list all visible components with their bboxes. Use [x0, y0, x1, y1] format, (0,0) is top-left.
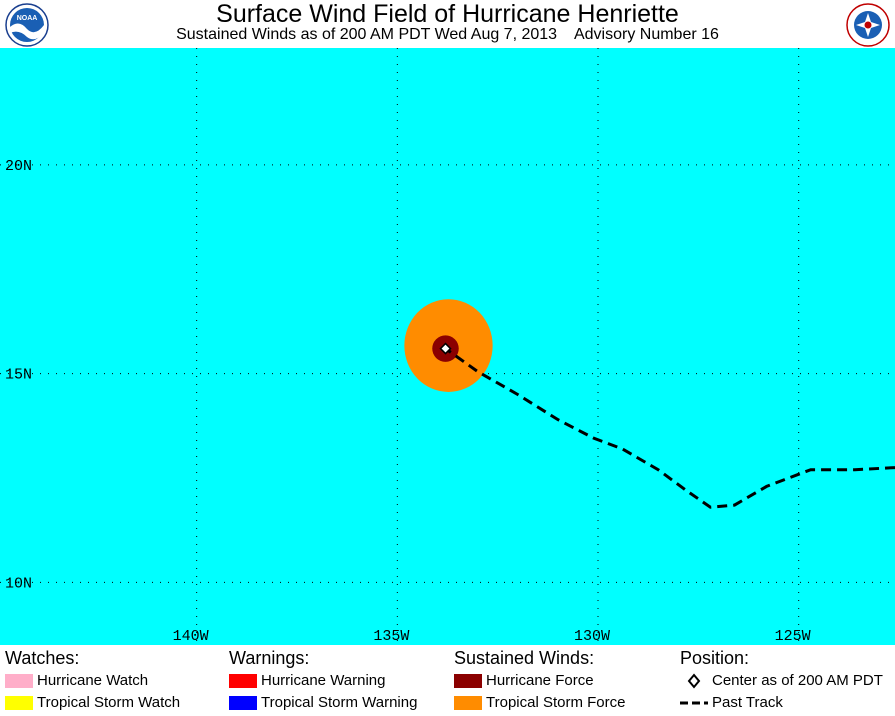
legend-position: Position: Center as of 200 AM PDT Past T…	[680, 648, 883, 714]
tropical-storm-force-swatch	[454, 696, 482, 710]
legend-item-tropical-storm-warning: Tropical Storm Warning	[229, 692, 417, 714]
legend-item-label: Hurricane Force	[486, 672, 594, 689]
hurricane-force-swatch	[454, 674, 482, 688]
legend: Watches: Hurricane Watch Tropical Storm …	[0, 645, 895, 716]
svg-text:NOAA: NOAA	[17, 15, 38, 22]
noaa-logo: NOAA	[5, 3, 49, 47]
legend-item-center: Center as of 200 AM PDT	[680, 670, 883, 692]
page-subtitle: Sustained Winds as of 200 AM PDT Wed Aug…	[176, 26, 719, 43]
longitude-label: 140W	[173, 628, 209, 645]
legend-item-label: Past Track	[712, 694, 783, 711]
legend-item-hurricane-force: Hurricane Force	[454, 670, 594, 692]
storm-center-marker	[439, 342, 452, 355]
legend-item-label: Tropical Storm Warning	[261, 694, 418, 711]
hurricane-warning-swatch	[229, 674, 257, 688]
longitude-label: 135W	[373, 628, 409, 645]
legend-sustained-winds: Sustained Winds: Hurricane Force Tropica…	[454, 648, 625, 714]
legend-watches-heading: Watches:	[5, 648, 80, 668]
storm-center-diamond	[439, 342, 452, 355]
legend-warnings-heading: Warnings:	[229, 648, 310, 668]
legend-item-tropical-storm-force: Tropical Storm Force	[454, 692, 625, 714]
legend-item-hurricane-watch: Hurricane Watch	[5, 670, 148, 692]
legend-item-past-track: Past Track	[680, 692, 783, 714]
legend-warnings: Warnings: Hurricane Warning Tropical Sto…	[229, 648, 417, 714]
legend-item-label: Tropical Storm Force	[486, 694, 626, 711]
nws-logo	[846, 3, 890, 47]
longitude-label: 125W	[775, 628, 811, 645]
wind-field-map: 140W 135W 130W 125W 20N 15N 10N	[0, 48, 895, 645]
header: NOAA Surface Wind Field of Hurricane Hen…	[0, 0, 895, 48]
page-title: Surface Wind Field of Hurricane Henriett…	[216, 0, 679, 28]
past-track-line	[444, 347, 895, 509]
map-canvas: 140W 135W 130W 125W 20N 15N 10N	[0, 48, 895, 645]
legend-item-label: Tropical Storm Watch	[37, 694, 181, 711]
legend-item-label: Hurricane Watch	[37, 672, 149, 689]
axis-labels: 140W 135W 130W 125W 20N 15N 10N	[5, 158, 811, 645]
dashed-line-icon	[680, 701, 708, 705]
hurricane-watch-swatch	[5, 674, 33, 688]
legend-position-heading: Position:	[680, 648, 750, 668]
legend-item-hurricane-warning: Hurricane Warning	[229, 670, 386, 692]
tropical-storm-watch-swatch	[5, 696, 33, 710]
legend-item-tropical-storm-watch: Tropical Storm Watch	[5, 692, 180, 714]
tropical-storm-warning-swatch	[229, 696, 257, 710]
latitude-label: 20N	[5, 158, 32, 175]
longitude-label: 130W	[574, 628, 610, 645]
diamond-icon	[687, 673, 701, 689]
legend-item-label: Center as of 200 AM PDT	[712, 672, 883, 689]
legend-watches: Watches: Hurricane Watch Tropical Storm …	[5, 648, 180, 714]
legend-item-label: Hurricane Warning	[261, 672, 386, 689]
latitude-label: 10N	[5, 575, 32, 592]
legend-winds-heading: Sustained Winds:	[454, 648, 595, 668]
latitude-label: 15N	[5, 367, 32, 384]
